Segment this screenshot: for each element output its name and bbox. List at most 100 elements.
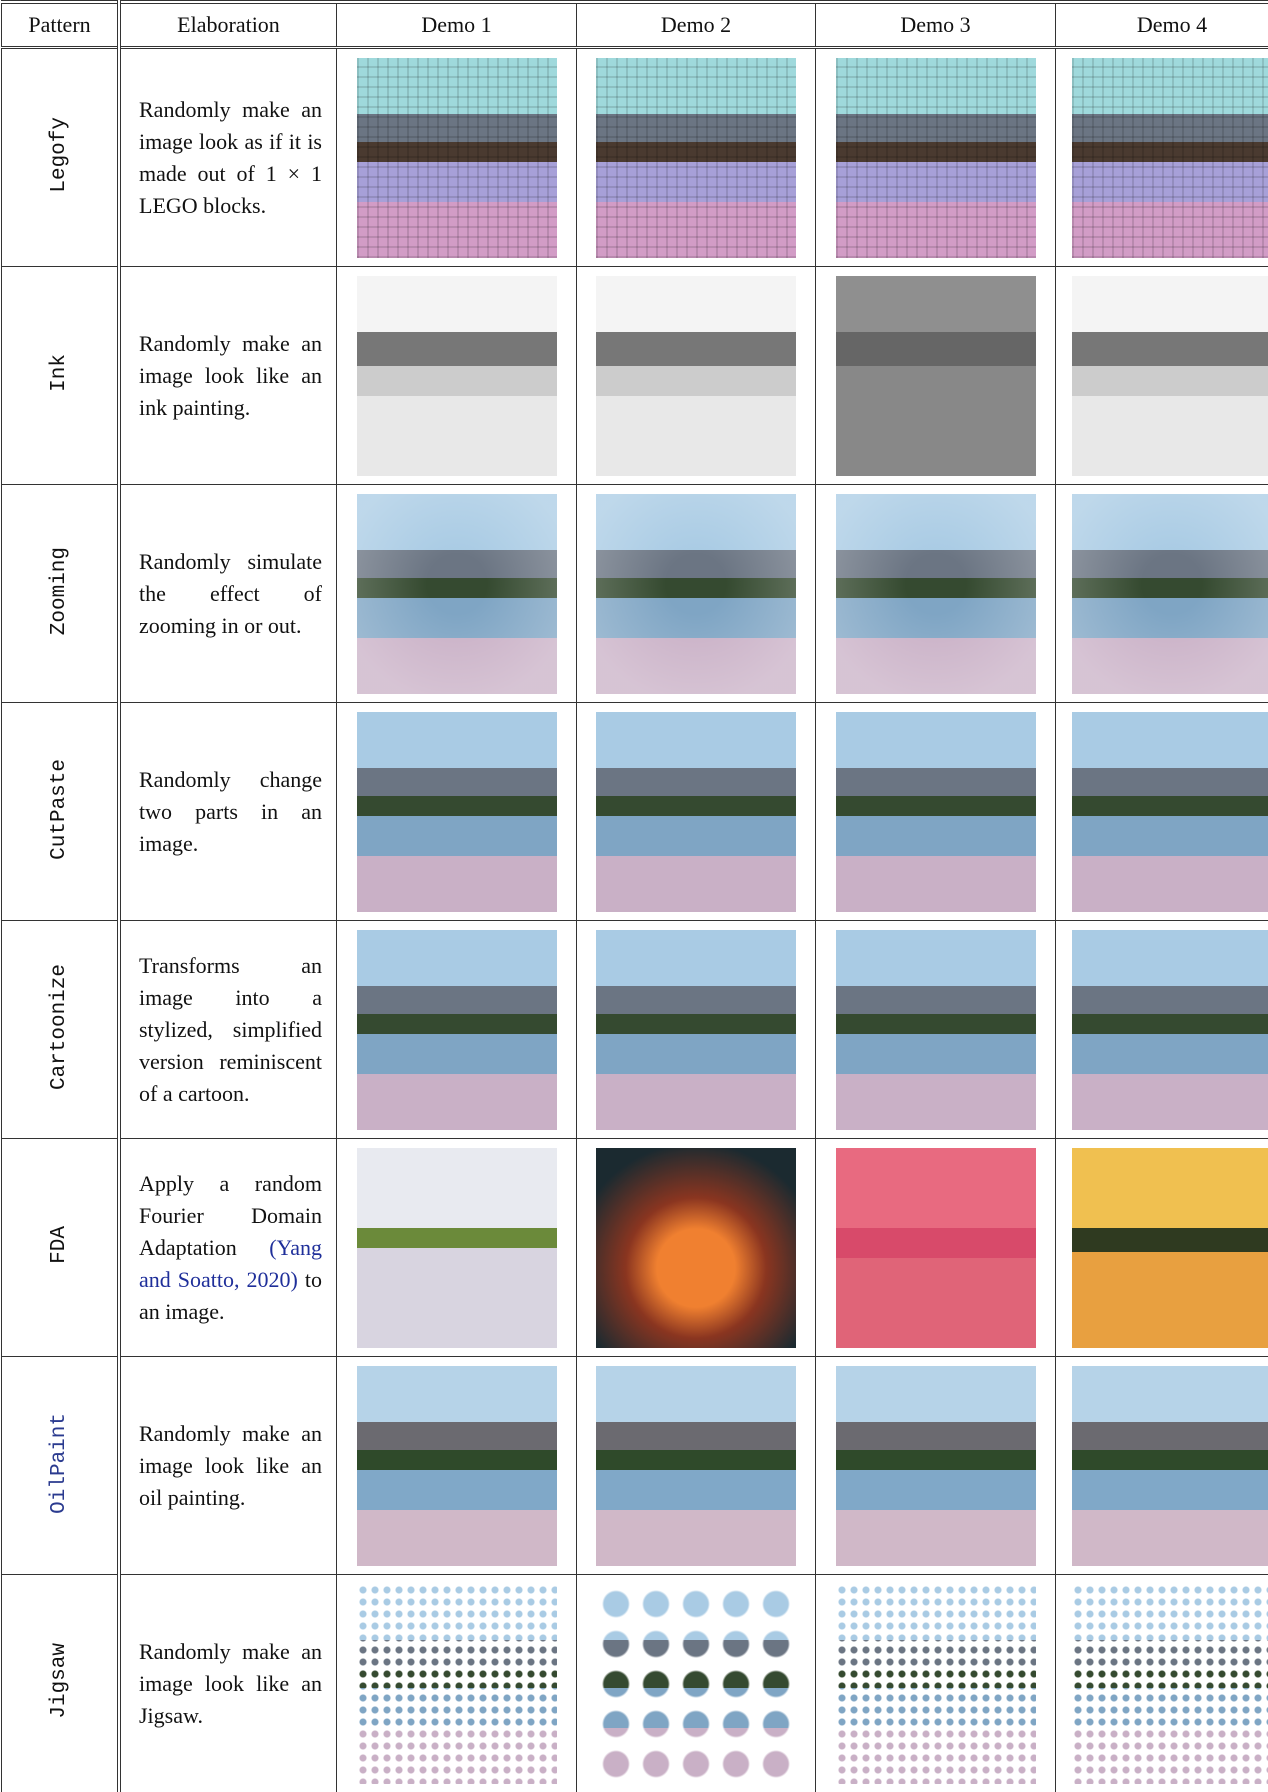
demo-image bbox=[596, 57, 796, 258]
demo-image bbox=[835, 1583, 1036, 1784]
demo-cell bbox=[815, 266, 1056, 485]
elaboration-cell: Randomly make an image look like an Jigs… bbox=[118, 1574, 337, 1792]
citation: (Yang and Soatto, 2020) bbox=[139, 1234, 322, 1292]
demo-cell bbox=[815, 1138, 1056, 1357]
demo-image bbox=[356, 493, 557, 694]
demo-image bbox=[596, 493, 796, 694]
demo-cell bbox=[576, 702, 816, 921]
demo-cell bbox=[1055, 702, 1268, 921]
demo-image bbox=[356, 275, 557, 476]
demo-cell bbox=[815, 1574, 1056, 1792]
demo-cell bbox=[336, 920, 577, 1139]
demo-image bbox=[356, 1583, 557, 1784]
demo-cell bbox=[576, 484, 816, 703]
pattern-cell: Ink bbox=[1, 266, 121, 485]
elaboration-text: Apply a random Fourier Domain Adaptation bbox=[139, 1170, 322, 1260]
demo-cell bbox=[815, 1356, 1056, 1575]
pattern-cell: Cartoonize bbox=[1, 920, 121, 1139]
table-row: Cartoonize Transforms an image into a sty… bbox=[1, 920, 1268, 1139]
demo-image bbox=[835, 929, 1036, 1130]
demo-cell bbox=[1055, 484, 1268, 703]
demo-image bbox=[356, 57, 557, 258]
demo-cell bbox=[336, 702, 577, 921]
header-cell: Elaboration bbox=[118, 1, 337, 49]
demo-cell bbox=[1055, 1138, 1268, 1357]
pattern-cell: FDA bbox=[1, 1138, 121, 1357]
demo-image bbox=[1072, 275, 1268, 476]
table-body: Legofy Randomly make an image look as if … bbox=[1, 47, 1268, 1792]
table-row: Ink Randomly make an image look like an i… bbox=[1, 266, 1268, 485]
pattern-cell: Legofy bbox=[1, 47, 121, 267]
demo-image bbox=[596, 1583, 796, 1784]
elaboration-cell: Transforms an image into a stylized, sim… bbox=[118, 920, 337, 1139]
demo-image bbox=[356, 1365, 557, 1566]
header-row: Pattern Elaboration Demo 1 Demo 2 Demo 3 Demo… bbox=[1, 1, 1268, 49]
demo-image bbox=[1072, 493, 1268, 694]
demo-image bbox=[1072, 57, 1268, 258]
elaboration-text: Randomly make an image look like an ink … bbox=[139, 330, 322, 420]
header-cell: Demo 3 bbox=[815, 1, 1056, 49]
pattern-name: Jigsaw bbox=[48, 1643, 71, 1719]
demo-image bbox=[835, 57, 1036, 258]
demo-cell bbox=[1055, 47, 1268, 267]
elaboration-text: Randomly make an image look as if it is … bbox=[139, 96, 322, 218]
pattern-name: Legofy bbox=[48, 117, 71, 193]
demo-cell bbox=[576, 47, 816, 267]
demo-cell bbox=[1055, 920, 1268, 1139]
demo-image bbox=[356, 1147, 557, 1348]
elaboration-text: Transforms an image into a stylized, sim… bbox=[139, 952, 322, 1106]
demo-image bbox=[596, 929, 796, 1130]
pattern-name: FDA bbox=[48, 1226, 71, 1264]
table-row: FDA Apply a random Fourier Domain Adaptat… bbox=[1, 1138, 1268, 1357]
pattern-name: CutPaste bbox=[48, 758, 71, 860]
pattern-cell: CutPaste bbox=[1, 702, 121, 921]
demo-cell bbox=[815, 920, 1056, 1139]
elaboration-text: Randomly change two parts in an image. bbox=[139, 766, 322, 856]
demo-image bbox=[835, 493, 1036, 694]
demo-cell bbox=[1055, 1356, 1268, 1575]
pattern-name: OilPaint bbox=[48, 1412, 71, 1514]
elaboration-cell: Randomly make an image look like an ink … bbox=[118, 266, 337, 485]
demo-cell bbox=[1055, 266, 1268, 485]
demo-image bbox=[1072, 1583, 1268, 1784]
elaboration-cell: Randomly change two parts in an image. bbox=[118, 702, 337, 921]
elaboration-text: Randomly simulate the effect of zooming … bbox=[139, 548, 322, 638]
demo-image bbox=[596, 1365, 796, 1566]
elaboration-cell: Apply a random Fourier Domain Adaptation… bbox=[118, 1138, 337, 1357]
demo-cell bbox=[815, 47, 1056, 267]
demo-cell bbox=[336, 266, 577, 485]
demo-image bbox=[596, 1147, 796, 1348]
demo-image bbox=[835, 275, 1036, 476]
demo-cell bbox=[336, 1138, 577, 1357]
elaboration-text: Randomly make an image look like an oil … bbox=[139, 1420, 322, 1510]
pattern-cell: OilPaint bbox=[1, 1356, 121, 1575]
demo-cell bbox=[815, 702, 1056, 921]
elaboration-text: to an image. bbox=[139, 1266, 322, 1324]
demo-cell bbox=[336, 47, 577, 267]
demo-image bbox=[1072, 929, 1268, 1130]
demo-cell bbox=[576, 920, 816, 1139]
demo-image bbox=[356, 929, 557, 1130]
header-cell: Demo 4 bbox=[1055, 1, 1268, 49]
table-row: Jigsaw Randomly make an image look like a… bbox=[1, 1574, 1268, 1792]
demo-image bbox=[835, 1147, 1036, 1348]
demo-image bbox=[835, 711, 1036, 912]
demo-image bbox=[1072, 1365, 1268, 1566]
demo-image bbox=[1072, 711, 1268, 912]
demo-cell bbox=[336, 484, 577, 703]
elaboration-cell: Randomly make an image look as if it is … bbox=[118, 47, 337, 267]
header-cell: Demo 1 bbox=[336, 1, 577, 49]
table-row: OilPaint Randomly make an image look like… bbox=[1, 1356, 1268, 1575]
demo-cell bbox=[1055, 1574, 1268, 1792]
demo-image bbox=[835, 1365, 1036, 1566]
demo-image bbox=[1072, 1147, 1268, 1348]
demo-cell bbox=[576, 1138, 816, 1357]
pattern-name: Ink bbox=[48, 354, 71, 392]
pattern-cell: Jigsaw bbox=[1, 1574, 121, 1792]
demo-cell bbox=[576, 1356, 816, 1575]
elaboration-cell: Randomly make an image look like an oil … bbox=[118, 1356, 337, 1575]
table-row: CutPaste Randomly change two parts in an … bbox=[1, 702, 1268, 921]
elaboration-text: Randomly make an image look like an Jigs… bbox=[139, 1638, 322, 1728]
